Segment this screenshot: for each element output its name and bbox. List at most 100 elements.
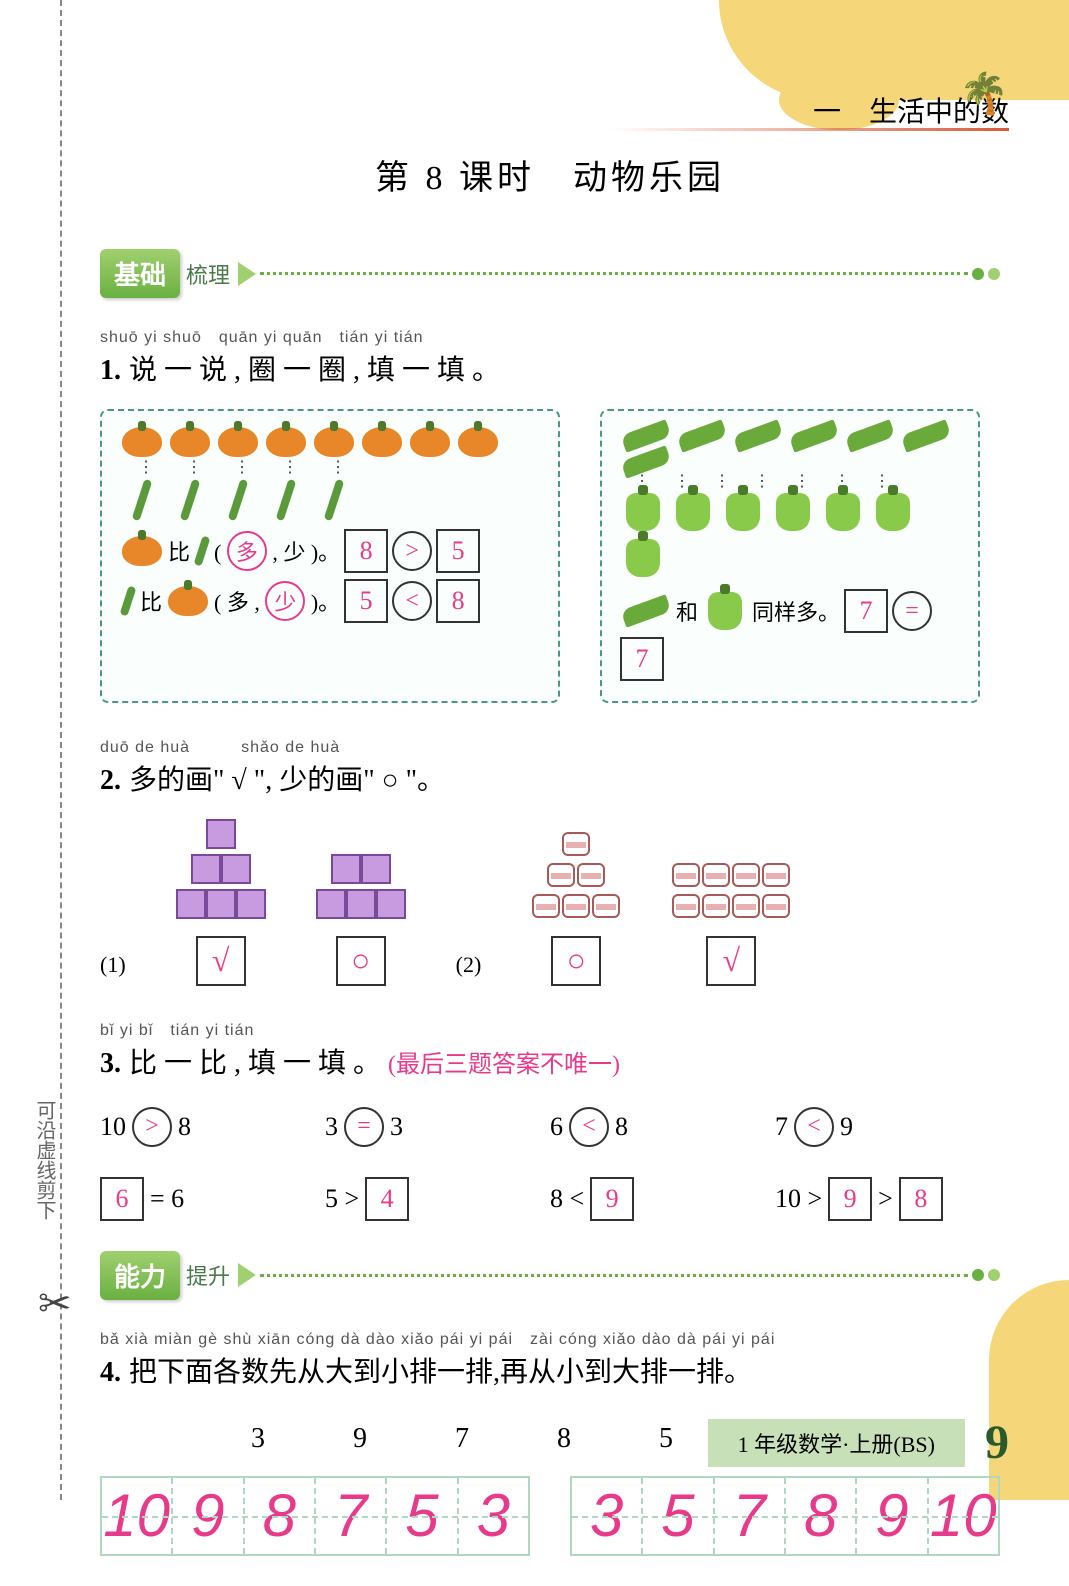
trace-desc: 1098753 bbox=[100, 1476, 530, 1556]
arrow-icon bbox=[238, 262, 256, 286]
q1-text: 1.说 一 说 , 圈 一 圈 , 填 一 填 。 bbox=[100, 349, 1000, 394]
chapter-underline bbox=[609, 128, 1009, 131]
q2-cans-8: √ bbox=[671, 862, 791, 986]
trace-digit: 8 bbox=[786, 1478, 857, 1554]
q3-cell: 5 > 4 bbox=[325, 1177, 550, 1221]
answer-box: ○ bbox=[551, 936, 601, 986]
page-footer: 1 年级数学·上册(BS) 9 bbox=[708, 1415, 1009, 1470]
answer-box: 6 bbox=[100, 1177, 144, 1221]
trace-digit: 7 bbox=[715, 1478, 786, 1554]
pinyin: shuō yi shuō quān yi quān tián yi tián bbox=[100, 323, 1000, 347]
trace-digit: 10 bbox=[102, 1478, 173, 1554]
q1-panel-left: ⋮⋮⋮⋮⋮ 比 ( 多 , 少 )。 8 > 5 比 ( 多 , 少 )。 5 bbox=[100, 409, 560, 703]
pumpkin-icon bbox=[122, 536, 162, 566]
trace-digit: 9 bbox=[857, 1478, 928, 1554]
veg-icon bbox=[120, 586, 137, 617]
dot-line bbox=[260, 272, 968, 275]
question-2: duō de huà shǎo de huà 2.多的画" √ ", 少的画" … bbox=[100, 733, 1000, 986]
q2-item: (1) bbox=[100, 952, 126, 986]
q3-cell: 6 = 6 bbox=[100, 1177, 325, 1221]
q2-item: (2) bbox=[456, 952, 482, 986]
op-circle: > bbox=[132, 1107, 172, 1147]
veg-icon bbox=[324, 479, 345, 521]
q2-text: 2.多的画" √ ", 少的画" ○ "。 bbox=[100, 759, 1000, 804]
pepper-icon bbox=[776, 493, 810, 531]
dot-end bbox=[988, 268, 1000, 280]
trace-digit: 9 bbox=[173, 1478, 244, 1554]
op-circle: = bbox=[892, 591, 932, 631]
trace-digit: 5 bbox=[387, 1478, 458, 1554]
answer-box: 8 bbox=[436, 579, 480, 623]
trace-digit: 10 bbox=[929, 1478, 998, 1554]
answer-box: 4 bbox=[365, 1177, 409, 1221]
trace-digit: 3 bbox=[459, 1478, 528, 1554]
pumpkin-icon bbox=[168, 586, 208, 616]
pepper-icon bbox=[826, 493, 860, 531]
veg-icon bbox=[180, 479, 201, 521]
section-ability: 能力 提升 bbox=[100, 1251, 1000, 1300]
op-circle: < bbox=[569, 1107, 609, 1147]
question-1: shuō yi shuō quān yi quān tián yi tián 1… bbox=[100, 323, 1000, 703]
answer-box: 5 bbox=[344, 579, 388, 623]
section-sub: 梳理 bbox=[186, 258, 230, 290]
question-3: bǐ yi bǐ tián yi tián 3.比 一 比 , 填 一 填 。 … bbox=[100, 1016, 1000, 1221]
answer-circle: 少 bbox=[265, 581, 305, 621]
pepper-icon bbox=[626, 539, 660, 577]
dot-end bbox=[972, 268, 984, 280]
dot-end bbox=[988, 1269, 1000, 1281]
book-label: 1 年级数学·上册(BS) bbox=[708, 1419, 965, 1467]
trace-digit: 7 bbox=[316, 1478, 387, 1554]
q3-cell: 8 < 9 bbox=[550, 1177, 775, 1221]
answer-box: 7 bbox=[620, 637, 664, 681]
answer-box: √ bbox=[196, 936, 246, 986]
pepper-icon bbox=[726, 493, 760, 531]
lesson-title: 第 8 课时 动物乐园 bbox=[100, 150, 1000, 199]
dot-end bbox=[972, 1269, 984, 1281]
pea-icon bbox=[732, 419, 783, 452]
trace-asc: 3578910 bbox=[570, 1476, 1000, 1556]
pepper-icon bbox=[876, 493, 910, 531]
cloud-decoration bbox=[719, 0, 1069, 100]
cut-text: 可沿虚线剪下 bbox=[30, 1100, 59, 1220]
answer-box: 7 bbox=[844, 589, 888, 633]
section-badge: 能力 bbox=[100, 1251, 180, 1300]
pinyin: bǎ xià miàn gè shù xiān cóng dà dào xiǎo… bbox=[100, 1325, 1000, 1349]
pepper-icon bbox=[708, 592, 742, 630]
page-number: 9 bbox=[985, 1415, 1009, 1470]
q3-text: 3.比 一 比 , 填 一 填 。 (最后三题答案不唯一) bbox=[100, 1042, 1000, 1087]
pea-icon bbox=[676, 419, 727, 452]
q2-stack-5: ○ bbox=[316, 854, 406, 986]
answer-box: √ bbox=[706, 936, 756, 986]
pumpkin-icon bbox=[362, 427, 402, 457]
answer-box: 8 bbox=[344, 529, 388, 573]
cut-line bbox=[60, 0, 62, 1500]
pea-icon bbox=[620, 595, 671, 628]
pumpkin-icon bbox=[266, 427, 306, 457]
section-badge: 基础 bbox=[100, 249, 180, 298]
veg-icon bbox=[132, 479, 153, 521]
answer-box: ○ bbox=[336, 936, 386, 986]
pea-icon bbox=[788, 419, 839, 452]
trace-digit: 3 bbox=[572, 1478, 643, 1554]
pumpkin-icon bbox=[410, 427, 450, 457]
op-circle: = bbox=[344, 1107, 384, 1147]
pumpkin-icon bbox=[170, 427, 210, 457]
q2-cans-6: ○ bbox=[531, 831, 621, 986]
pumpkin-icon bbox=[314, 427, 354, 457]
answer-box: 8 bbox=[899, 1177, 943, 1221]
answer-circle: 多 bbox=[227, 531, 267, 571]
q2-stack-6: √ bbox=[176, 819, 266, 986]
pinyin: bǐ yi bǐ tián yi tián bbox=[100, 1016, 1000, 1040]
section-sub: 提升 bbox=[186, 1259, 230, 1291]
trace-digit: 8 bbox=[245, 1478, 316, 1554]
pepper-icon bbox=[676, 493, 710, 531]
pea-icon bbox=[844, 419, 895, 452]
answer-box: 9 bbox=[590, 1177, 634, 1221]
arrow-icon bbox=[238, 1263, 256, 1287]
answer-box: 9 bbox=[828, 1177, 872, 1221]
q3-cell: 10 > 9 > 8 bbox=[775, 1177, 1000, 1221]
scissors-icon: ✂ bbox=[38, 1280, 72, 1327]
dot-line bbox=[260, 1274, 968, 1277]
q1-panel-right: ⋮⋮⋮⋮⋮⋮⋮ 和 同样多。 7 = 7 bbox=[600, 409, 980, 703]
q4-text: 4.把下面各数先从大到小排一排,再从小到大排一排。 bbox=[100, 1351, 1000, 1396]
